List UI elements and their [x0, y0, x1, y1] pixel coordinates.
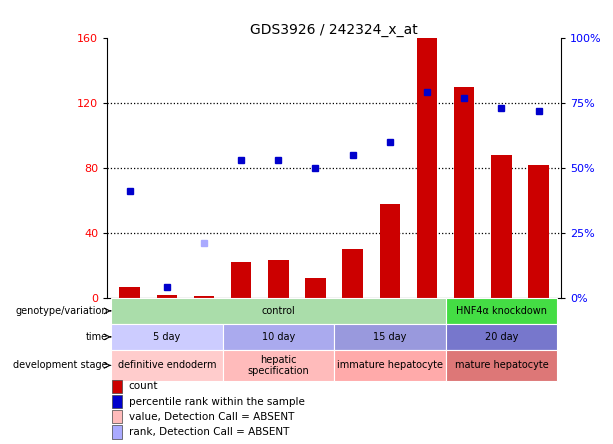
Text: genotype/variation: genotype/variation	[15, 306, 108, 316]
Text: definitive endoderm: definitive endoderm	[118, 361, 216, 370]
Bar	[112, 380, 122, 393]
Bar	[446, 298, 557, 324]
Bar	[268, 261, 289, 298]
Bar	[223, 324, 334, 350]
Text: rank, Detection Call = ABSENT: rank, Detection Call = ABSENT	[129, 427, 289, 437]
Text: development stage: development stage	[13, 361, 108, 370]
Bar	[112, 425, 122, 439]
Bar	[111, 298, 446, 324]
Text: 5 day: 5 day	[153, 332, 180, 342]
Bar	[334, 324, 446, 350]
Bar	[446, 324, 557, 350]
Text: immature hepatocyte: immature hepatocyte	[337, 361, 443, 370]
Bar	[120, 286, 140, 298]
Bar	[343, 249, 363, 298]
Text: time: time	[86, 332, 108, 342]
Bar	[528, 165, 549, 298]
Bar	[111, 350, 223, 381]
Bar	[194, 296, 214, 298]
Bar	[334, 350, 446, 381]
Bar	[417, 38, 437, 298]
Bar	[156, 295, 177, 298]
Text: mature hepatocyte: mature hepatocyte	[454, 361, 548, 370]
Bar	[454, 87, 474, 298]
Text: percentile rank within the sample: percentile rank within the sample	[129, 396, 305, 407]
Bar	[223, 350, 334, 381]
Bar	[111, 324, 223, 350]
Bar	[231, 262, 251, 298]
Bar	[446, 350, 557, 381]
Text: 15 day: 15 day	[373, 332, 406, 342]
Bar	[491, 155, 512, 298]
Text: hepatic
specification: hepatic specification	[248, 355, 309, 376]
Bar	[112, 395, 122, 408]
Title: GDS3926 / 242324_x_at: GDS3926 / 242324_x_at	[250, 23, 418, 37]
Text: value, Detection Call = ABSENT: value, Detection Call = ABSENT	[129, 412, 294, 422]
Bar	[305, 278, 326, 298]
Bar	[112, 410, 122, 424]
Text: count: count	[129, 381, 158, 391]
Text: 10 day: 10 day	[262, 332, 295, 342]
Text: 20 day: 20 day	[485, 332, 518, 342]
Text: control: control	[261, 306, 295, 316]
Bar	[379, 204, 400, 298]
Text: HNF4α knockdown: HNF4α knockdown	[456, 306, 547, 316]
